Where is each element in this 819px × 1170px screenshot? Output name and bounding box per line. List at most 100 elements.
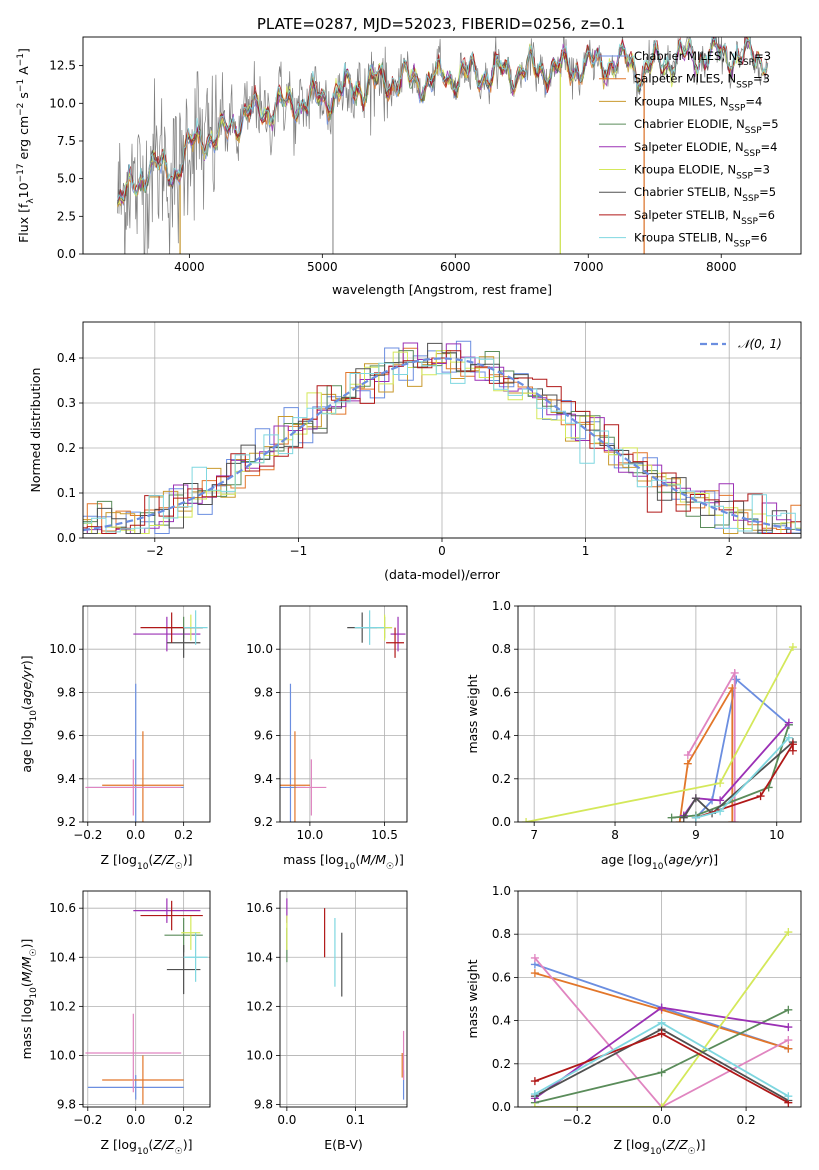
legend-label-text: Salpeter ELODIE, N [634, 140, 744, 154]
y-axis-label-part: 10 [29, 710, 39, 722]
x-axis-label-part: ☉ [688, 1147, 696, 1157]
x-tick-label: 0.0 [652, 1113, 671, 1127]
weight-marker [657, 1068, 666, 1077]
y-tick-label: 0.0 [57, 247, 76, 261]
weight-marker [657, 1029, 666, 1038]
y-axis-label-part: ] [16, 48, 31, 53]
x-axis-label-part: )] [183, 1137, 193, 1152]
weight-line [678, 684, 734, 822]
x-tick-label: 5000 [307, 260, 338, 274]
weight-marker [788, 643, 797, 652]
weight-marker [728, 818, 737, 822]
y-tick-label: 9.4 [57, 772, 76, 786]
weight-marker [657, 1018, 666, 1027]
weight-marker [675, 818, 684, 822]
normal-pdf-curve [83, 357, 801, 532]
y-tick-label: 0.4 [492, 729, 511, 743]
legend-label-suffix: =4 [745, 94, 762, 108]
plot-area [530, 928, 793, 1107]
x-tick-label: 0 [438, 544, 446, 558]
y-axis-label-part: −17 [16, 163, 26, 182]
y-axis-label-part: −2 [16, 103, 26, 116]
y-tick-label: 10.6 [246, 901, 273, 915]
legend-label-text: Kroupa MILES, N [634, 94, 729, 108]
weight-line [534, 931, 790, 1107]
y-tick-label: 9.8 [57, 1098, 76, 1112]
x-axis-label-part: ( [148, 852, 153, 867]
x-tick-label: 10.0 [297, 828, 324, 842]
x-axis-label-part: Z/Z [665, 1137, 688, 1152]
y-tick-label: 0.3 [57, 396, 76, 410]
y-tick-label: 5.0 [57, 172, 76, 186]
axes-frame [517, 605, 802, 823]
legend-label-sub: SSP [745, 126, 762, 136]
histogram-series [83, 350, 801, 534]
plot-area [522, 643, 797, 822]
x-axis-label-part: )] [394, 852, 404, 867]
legend-label-sub: SSP [736, 172, 753, 182]
x-tick-label: −2 [146, 544, 164, 558]
weight-marker [756, 792, 765, 801]
histogram-series [83, 357, 801, 533]
legend-entry-label: Chabrier MILES, NSSP=3 [634, 49, 771, 68]
histogram-series [83, 347, 801, 534]
y-axis-label-part: age [log [19, 721, 34, 772]
y-axis-label-part: )] [19, 939, 34, 949]
weight-line [525, 646, 794, 822]
y-axis-label-part: mass [log [19, 999, 34, 1060]
histogram-series [83, 342, 801, 534]
age-metallicity-chart: −0.2 0.0 0.29.29.49.69.810.0Z [log10(Z/Z☉)… [19, 605, 211, 872]
y-axis-label-part: ( [19, 705, 34, 710]
x-axis-label-part: mass [log [283, 852, 344, 867]
weight-line [671, 724, 790, 819]
y-axis-label-part: erg cm [16, 116, 31, 164]
x-tick-label: 10 [769, 828, 784, 842]
legend-entry-label: Chabrier ELODIE, NSSP=5 [634, 117, 779, 136]
plot-area [85, 610, 208, 822]
y-axis-label: mass weight [465, 959, 480, 1038]
axes-decoration: −2 −1 0 1 2 0.0 0.1 0.2 0.3 0.4 𝒩(0, 1) (data-model… [28, 321, 802, 582]
y-tick-label: 9.8 [254, 1098, 273, 1112]
y-tick-label: 1.0 [492, 884, 511, 898]
y-axis-label: Normed distribution [28, 368, 43, 493]
legend-label-suffix: =6 [750, 231, 767, 245]
axes-decoration: −0.2 0.0 0.29.810.010.210.410.6Z [log10(Z/… [19, 890, 211, 1157]
x-tick-label: 7000 [573, 260, 604, 274]
y-tick-label: 10.0 [246, 642, 273, 656]
weight-marker [730, 668, 739, 677]
y-tick-label: 0.1 [57, 486, 76, 500]
x-axis-label-part: wavelength [Angstrom, rest frame] [332, 282, 552, 297]
x-axis-label-part: age [log [601, 852, 652, 867]
legend-label-text: Kroupa STELIB, N [634, 231, 734, 245]
spectrum-chart: 4000 5000 6000 7000 8000 0.0 2.5 5.0 7.5 10.0 12.5… [16, 36, 802, 297]
weight-marker [788, 746, 797, 755]
y-tick-label: 0.0 [57, 531, 76, 545]
x-tick-label: 8 [611, 828, 619, 842]
x-axis-label-part: age/yr [668, 852, 709, 867]
axes-frame [279, 890, 408, 1108]
axes-frame [82, 605, 211, 823]
weight-marker [716, 807, 725, 816]
x-tick-label: 10.5 [371, 828, 398, 842]
x-tick-label: 0.2 [737, 1113, 756, 1127]
x-axis-label: mass [log10(M/M☉)] [283, 852, 404, 872]
y-axis-label-part: ☉ [29, 948, 39, 956]
y-tick-label: 0.4 [57, 351, 76, 365]
weight-marker [691, 794, 700, 803]
y-tick-label: 0.6 [492, 970, 511, 984]
histogram-series [83, 342, 801, 534]
mass-extinction-chart: 0.0 0.1 9.8 10.0 10.2 10.4 10.6 E(B-V) [246, 890, 408, 1152]
x-axis-label-part: 10 [652, 862, 664, 872]
y-tick-label: 10.4 [49, 950, 76, 964]
y-tick-label: 0.6 [492, 685, 511, 699]
legend-entry-label: 𝒩(0, 1) [738, 337, 782, 351]
y-tick-label: 0.2 [492, 1057, 511, 1071]
y-axis-label-part: −1 [16, 53, 26, 66]
legend-label-sub: SSP [744, 149, 761, 159]
y-tick-label: 9.4 [254, 772, 273, 786]
y-tick-label: 9.6 [254, 729, 273, 743]
y-tick-label: 0.0 [492, 815, 511, 829]
axes-decoration: −0.2 0.0 0.29.29.49.69.810.0Z [log10(Z/Z☉)… [19, 605, 211, 872]
